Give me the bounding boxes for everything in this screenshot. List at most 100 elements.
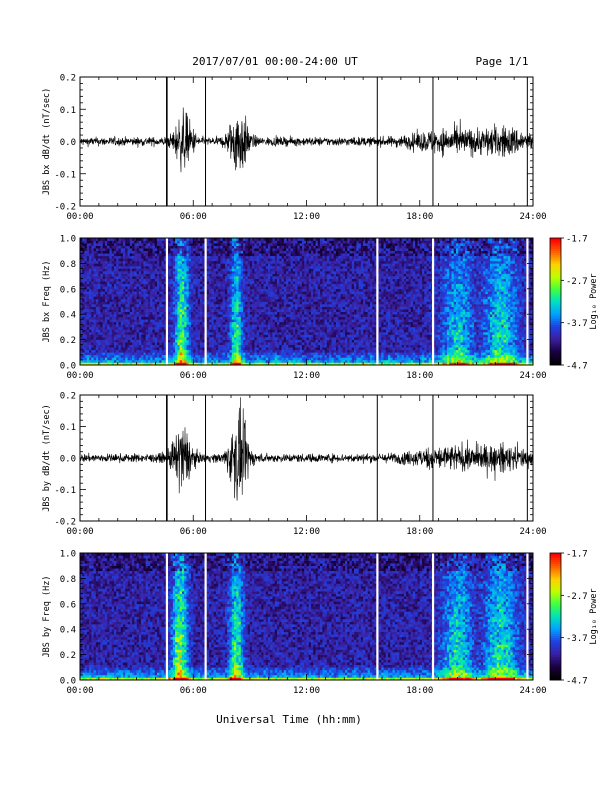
spectrogram-cell bbox=[173, 335, 176, 338]
spectrogram-cell bbox=[98, 355, 101, 358]
spectrogram-cell bbox=[171, 243, 174, 246]
spectrogram-cell bbox=[248, 286, 251, 289]
spectrogram-cell bbox=[214, 347, 217, 350]
spectrogram-cell bbox=[227, 291, 230, 294]
spectrogram-cell bbox=[202, 271, 205, 274]
spectrogram-cell bbox=[214, 241, 217, 244]
spectrogram-cell bbox=[286, 271, 289, 274]
spectrogram-cell bbox=[300, 352, 303, 355]
spectrogram-cell bbox=[119, 304, 122, 307]
spectrogram-cell bbox=[202, 289, 205, 292]
spectrogram-cell bbox=[268, 261, 271, 264]
spectrogram-cell bbox=[171, 307, 174, 310]
spectrogram-cell bbox=[139, 299, 142, 302]
spectrogram-cell bbox=[268, 350, 271, 353]
spectrogram-cell bbox=[116, 251, 119, 254]
spectrogram-cell bbox=[89, 340, 92, 343]
spectrogram-cell bbox=[128, 327, 131, 330]
spectrogram-cell bbox=[100, 256, 103, 259]
spectrogram-cell bbox=[243, 258, 246, 261]
spectrogram-cell bbox=[94, 324, 97, 327]
spectrogram-cell bbox=[152, 312, 155, 315]
spectrogram-cell bbox=[134, 279, 137, 282]
spectrogram-cell bbox=[261, 291, 264, 294]
spectrogram-cell bbox=[218, 314, 221, 317]
spectrogram-cell bbox=[148, 284, 151, 287]
spectrogram-cell bbox=[295, 251, 298, 254]
spectrogram-cell bbox=[132, 309, 135, 312]
spectrogram-cell bbox=[171, 281, 174, 284]
spectrogram-cell bbox=[261, 327, 264, 330]
spectrogram-cell bbox=[109, 337, 112, 340]
spectrogram-cell bbox=[123, 241, 126, 244]
spectrogram-cell bbox=[214, 289, 217, 292]
spectrogram-cell bbox=[266, 345, 269, 348]
spectrogram-cell bbox=[159, 355, 162, 358]
spectrogram-cell bbox=[275, 340, 278, 343]
spectrogram-cell bbox=[109, 304, 112, 307]
spectrogram-cell bbox=[207, 355, 210, 358]
spectrogram-cell bbox=[168, 274, 171, 277]
spectrogram-cell bbox=[123, 342, 126, 345]
spectrogram-cell bbox=[198, 299, 201, 302]
spectrogram-cell bbox=[150, 302, 153, 305]
spectrogram-cell bbox=[173, 266, 176, 269]
spectrogram-cell bbox=[211, 337, 214, 340]
spectrogram-cell bbox=[234, 312, 237, 315]
spectrogram-cell bbox=[245, 304, 248, 307]
spectrogram-cell bbox=[266, 291, 269, 294]
spectrogram-cell bbox=[157, 246, 160, 249]
spectrogram-cell bbox=[252, 352, 255, 355]
spectrogram-cell bbox=[130, 340, 133, 343]
spectrogram-cell bbox=[254, 271, 257, 274]
spectrogram-cell bbox=[232, 286, 235, 289]
spectrogram-cell bbox=[186, 335, 189, 338]
spectrogram-cell bbox=[268, 284, 271, 287]
spectrogram-cell bbox=[241, 274, 244, 277]
spectrogram-cell bbox=[91, 360, 94, 363]
spectrogram-cell bbox=[263, 284, 266, 287]
spectrogram-cell bbox=[211, 329, 214, 332]
spectrogram-cell bbox=[125, 309, 128, 312]
spectrogram-cell bbox=[232, 312, 235, 315]
spectrogram-cell bbox=[270, 360, 273, 363]
spectrogram-cell bbox=[132, 319, 135, 322]
spectrogram-cell bbox=[223, 357, 226, 360]
spectrogram-cell bbox=[130, 309, 133, 312]
spectrogram-cell bbox=[207, 324, 210, 327]
spectrogram-cell bbox=[275, 335, 278, 338]
spectrogram-cell bbox=[300, 304, 303, 307]
spectrogram-cell bbox=[277, 327, 280, 330]
spectrogram-cell bbox=[220, 332, 223, 335]
spectrogram-cell bbox=[157, 347, 160, 350]
spectrogram-cell bbox=[180, 299, 183, 302]
spectrogram-cell bbox=[291, 248, 294, 251]
spectrogram-cell bbox=[89, 289, 92, 292]
spectrogram-cell bbox=[105, 337, 108, 340]
spectrogram-cell bbox=[180, 251, 183, 254]
spectrogram-cell bbox=[291, 302, 294, 305]
spectrogram-cell bbox=[87, 243, 90, 246]
spectrogram-cell bbox=[261, 329, 264, 332]
spectrogram-cell bbox=[297, 299, 300, 302]
spectrogram-cell bbox=[239, 324, 242, 327]
spectrogram-cell bbox=[241, 279, 244, 282]
spectrogram-cell bbox=[109, 243, 112, 246]
spectrogram-cell bbox=[184, 329, 187, 332]
spectrogram-cell bbox=[139, 276, 142, 279]
spectrogram-cell bbox=[227, 329, 230, 332]
spectrogram-cell bbox=[171, 345, 174, 348]
spectrogram-cell bbox=[248, 299, 251, 302]
spectrogram-cell bbox=[116, 340, 119, 343]
spectrogram-cell bbox=[211, 357, 214, 360]
spectrogram-cell bbox=[291, 291, 294, 294]
spectrogram-cell bbox=[200, 327, 203, 330]
spectrogram-cell bbox=[134, 324, 137, 327]
spectrogram-cell bbox=[225, 289, 228, 292]
spectrogram-cell bbox=[220, 352, 223, 355]
spectrogram-cell bbox=[250, 355, 253, 358]
spectrogram-cell bbox=[191, 279, 194, 282]
spectrogram-cell bbox=[279, 307, 282, 310]
spectrogram-cell bbox=[96, 289, 99, 292]
spectrogram-cell bbox=[182, 304, 185, 307]
